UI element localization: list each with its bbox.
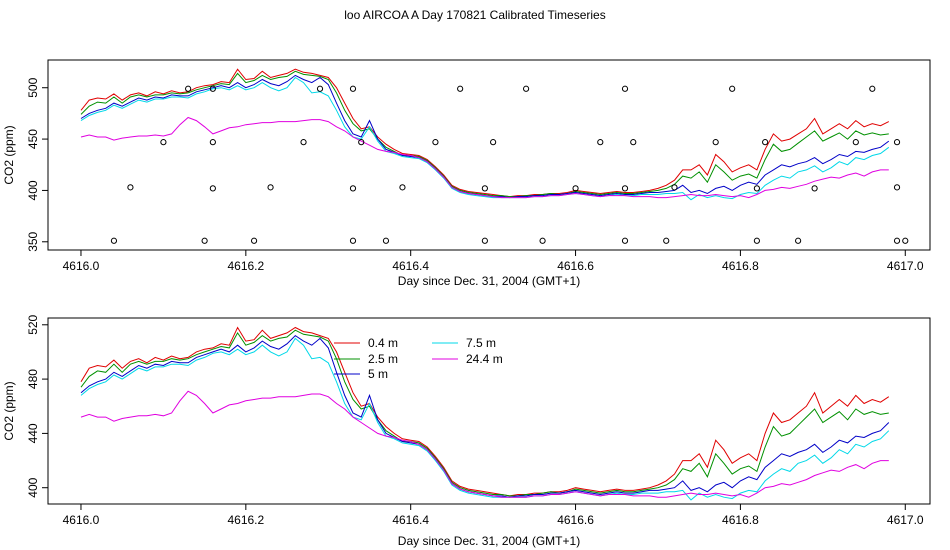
top-y-tick-label: 350 — [26, 231, 40, 251]
bottom-y-tick-label: 400 — [26, 477, 40, 497]
top-scatter-point — [399, 184, 406, 191]
top-scatter-point — [316, 85, 324, 92]
top-scatter-point — [753, 185, 760, 192]
top-series-line-24-4-m — [80, 116, 889, 199]
top-x-tick-label: 4616.4 — [392, 259, 429, 273]
top-scatter-point — [893, 139, 901, 146]
bottom-y-tick-label: 520 — [26, 314, 40, 334]
top-scatter-point — [753, 237, 760, 244]
top-x-tick-label: 4616.6 — [557, 259, 594, 273]
legend-label-2-5-m: 2.5 m — [368, 352, 398, 366]
top-series-line-0-4-m — [80, 68, 890, 198]
top-series-line-2-5-m — [80, 70, 889, 198]
bottom-x-tick-label: 4616.0 — [63, 513, 100, 527]
top-scatter-point — [250, 237, 258, 244]
bottom-y-axis: 400 440 480 520 — [26, 314, 48, 498]
legend-label-24-4-m: 24.4 m — [466, 352, 503, 366]
bottom-y-axis-label: CO2 (ppm) — [2, 381, 16, 440]
bottom-x-axis-label: Day since Dec. 31, 2004 (GMT+1) — [398, 534, 580, 548]
bottom-y-tick-label: 480 — [26, 369, 40, 389]
top-scatter-point — [185, 85, 192, 92]
bottom-series-line-24-4-m — [80, 390, 889, 498]
legend-label-7-5-m: 7.5 m — [466, 336, 496, 350]
bottom-series-line-2-5-m — [80, 329, 889, 497]
top-scatter-point — [663, 237, 670, 244]
bottom-x-tick-label: 4616.2 — [227, 513, 264, 527]
top-scatter-point — [621, 85, 629, 92]
top-scatter-point — [852, 139, 859, 146]
top-scatter-point — [762, 139, 769, 146]
top-scatter-point — [893, 237, 901, 244]
top-scatter-point — [349, 85, 357, 92]
top-scatter-point — [902, 237, 909, 244]
top-scatter-point — [795, 237, 802, 244]
top-scatter-point — [621, 185, 629, 192]
top-scatter-point — [382, 237, 390, 244]
top-scatter-point — [267, 184, 274, 191]
bottom-x-axis: 4616.0 4616.2 4616.4 4616.6 4616.8 4617.0 — [63, 504, 924, 527]
top-scatter-point — [671, 184, 678, 191]
top-scatter-point — [869, 85, 876, 92]
legend-label-5-m: 5 m — [368, 367, 388, 381]
top-series-line-7-5-m — [80, 76, 890, 201]
top-scatter-point — [490, 139, 497, 146]
bottom-panel: 4616.0 4616.2 4616.4 4616.6 4616.8 4617.0 400… — [2, 314, 931, 548]
top-scatter-point — [572, 185, 579, 192]
top-scatter-point — [481, 237, 488, 244]
top-x-tick-label: 4617.0 — [887, 259, 924, 273]
top-series-line-5-m — [80, 74, 890, 199]
top-plot-data — [80, 68, 909, 244]
top-y-axis: 350 400 450 500 — [26, 77, 48, 252]
top-scatter-point — [127, 184, 134, 191]
bottom-y-tick-label: 440 — [26, 423, 40, 443]
top-plot-frame — [47, 59, 931, 251]
top-scatter-point — [349, 237, 357, 244]
bottom-x-tick-label: 4617.0 — [887, 513, 924, 527]
top-x-tick-label: 4616.0 — [63, 259, 100, 273]
chart-title: loo AIRCOA A Day 170821 Calibrated Times… — [344, 8, 606, 22]
top-y-axis-label: CO2 (ppm) — [2, 125, 16, 184]
top-scatter-point — [811, 185, 818, 192]
bottom-series-line-0-4-m — [80, 326, 890, 497]
top-scatter-point — [621, 237, 629, 244]
legend: 0.4 m 2.5 m5 m 7.5 m 24.4 m — [334, 336, 503, 381]
top-scatter-point — [209, 85, 216, 92]
top-scatter-point — [539, 237, 546, 244]
top-panel: 4616.0 4616.2 4616.4 4616.6 4616.8 4617.0 350… — [2, 59, 931, 288]
top-y-tick-label: 450 — [26, 129, 40, 149]
top-y-tick-label: 500 — [26, 77, 40, 97]
top-scatter-point — [201, 237, 208, 244]
top-scatter-point — [630, 139, 637, 146]
top-scatter-point — [893, 184, 901, 191]
legend-label-0-4-m: 0.4 m — [368, 336, 398, 350]
top-scatter-point — [729, 85, 736, 92]
top-x-axis-label: Day since Dec. 31, 2004 (GMT+1) — [398, 274, 580, 288]
bottom-series-line-7-5-m — [80, 337, 890, 501]
top-scatter-point — [481, 185, 488, 192]
bottom-plot-frame — [47, 317, 931, 505]
top-x-axis: 4616.0 4616.2 4616.4 4616.6 4616.8 4617.0 — [63, 250, 924, 273]
top-x-tick-label: 4616.8 — [722, 259, 759, 273]
top-scatter-point — [358, 139, 365, 146]
top-scatter-point — [110, 237, 118, 244]
top-scatter-point — [349, 185, 357, 192]
top-scatter-point — [522, 85, 530, 92]
top-scatter-point — [209, 139, 216, 146]
bottom-x-tick-label: 4616.8 — [722, 513, 759, 527]
top-scatter-point — [209, 185, 216, 192]
bottom-x-tick-label: 4616.6 — [557, 513, 594, 527]
top-scatter-point — [712, 139, 719, 146]
top-scatter-point — [160, 139, 167, 146]
top-y-tick-label: 400 — [26, 180, 40, 200]
bottom-plot-data — [80, 326, 890, 501]
top-scatter-point — [300, 139, 307, 146]
bottom-x-tick-label: 4616.4 — [392, 513, 429, 527]
top-scatter-point — [597, 139, 604, 146]
top-scatter-point — [457, 85, 464, 92]
top-scatter-point — [432, 139, 439, 146]
top-x-tick-label: 4616.2 — [227, 259, 264, 273]
